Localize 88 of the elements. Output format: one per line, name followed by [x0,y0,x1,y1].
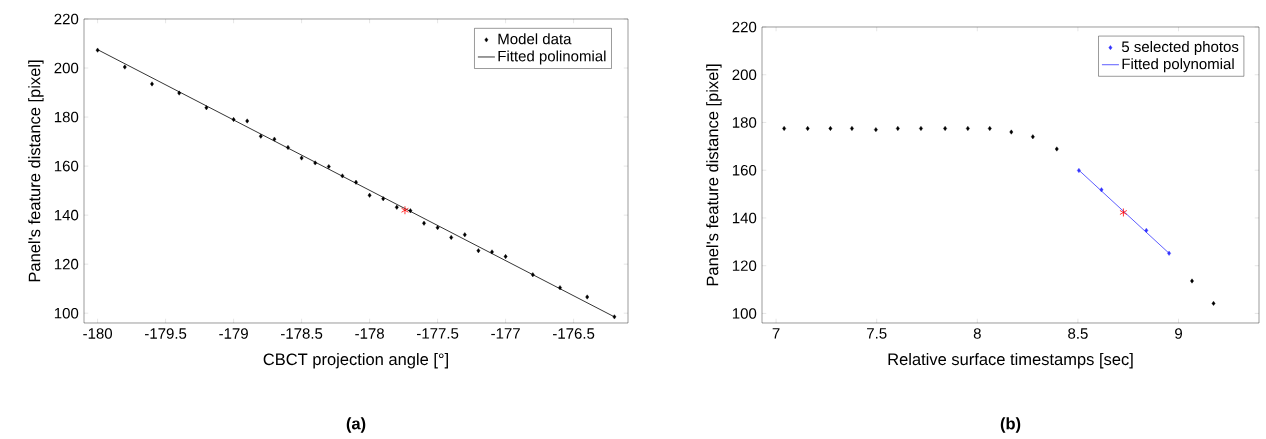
point [245,118,250,124]
point [422,220,426,226]
point [1167,250,1171,256]
point [850,126,854,131]
text: (a) [346,417,366,433]
y-tick-label: 180 [54,111,79,123]
point [490,249,494,255]
y-axis-title: Panel's feature distance [pixel] [28,60,44,282]
y-tick-label: 200 [732,69,757,81]
y-tick-label: 160 [54,160,79,172]
point [503,254,508,259]
point [340,173,345,179]
y-tick-label: 140 [732,212,757,224]
legend-label: Fitted polinomial [498,50,606,65]
point [1054,146,1059,152]
x-tick-label: -178 [355,328,384,339]
point [381,196,386,202]
x-tick-label: -176.5 [553,328,595,339]
x-tick-label: -177.5 [417,328,459,339]
y-tick-label: 220 [732,21,757,33]
point [435,225,440,231]
point [874,127,878,133]
y-tick-label: 180 [732,117,757,128]
legend-label: 5 selected photos [1121,41,1239,56]
y-tick-label: 140 [54,209,79,221]
y-tick-label: 100 [54,307,79,319]
x-axis-title: CBCT projection angle [°] [263,353,448,369]
point [313,160,318,166]
point [408,208,413,214]
point [1077,168,1081,173]
point [394,204,399,210]
point [367,192,372,198]
x-tick-label: -180 [83,328,113,339]
point [966,126,970,131]
x-tick-label: 7.5 [867,328,887,339]
point [1031,134,1035,140]
point [150,81,154,87]
point [805,126,810,131]
point [286,145,290,150]
point [612,314,617,320]
point [943,126,947,131]
point [401,205,409,215]
point [462,232,467,238]
point [258,133,263,139]
point [272,136,277,142]
point [299,155,304,161]
y-tick-label: 160 [732,164,757,176]
point [204,105,209,111]
y-tick-label: 120 [54,258,79,270]
x-tick-label: -177 [491,328,520,339]
text: (b) [1000,417,1021,433]
point [95,47,100,53]
point [585,294,590,300]
point [122,64,127,70]
point [919,126,923,131]
point [530,272,535,278]
point [177,90,182,96]
point [1190,278,1194,284]
point [231,117,236,122]
x-tick-label: 9 [1175,328,1182,339]
point [476,248,481,254]
y-tick-label: 200 [54,62,79,74]
x-tick-label: -179 [219,328,248,339]
point [354,179,358,185]
point [558,285,562,291]
x-tick-label: -179.5 [145,328,187,339]
x-tick-label: 8 [973,328,981,339]
legend-label: Fitted polynomial [1122,58,1234,73]
x-tick-label: 8.5 [1068,328,1088,339]
y-tick-label: 220 [54,13,79,25]
point [828,126,833,131]
y-tick-label: 120 [732,260,757,272]
point [326,164,331,169]
point [782,126,786,131]
point [1119,208,1128,217]
point [449,235,454,240]
y-axis-title: Panel's feature distance [pixel] [706,64,722,286]
point [895,126,900,131]
point [1009,129,1014,135]
y-tick-label: 100 [732,308,757,319]
point [1099,187,1104,193]
x-axis-title: Relative surface timestamps [sec] [888,353,1133,369]
x-tick-label: -178.5 [281,328,323,339]
point [1211,301,1216,306]
point [1144,227,1149,233]
legend-label: Model data [498,33,572,45]
x-tick-label: 7 [772,328,780,339]
point [987,126,992,131]
